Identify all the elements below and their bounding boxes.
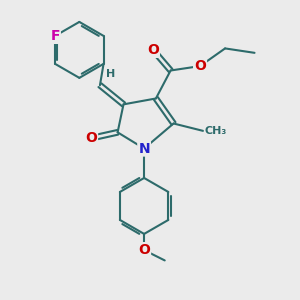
Text: CH₃: CH₃: [205, 126, 227, 136]
Text: O: O: [194, 59, 206, 73]
Text: O: O: [85, 131, 97, 145]
Text: N: N: [138, 142, 150, 155]
Text: O: O: [147, 43, 159, 57]
Text: O: O: [138, 243, 150, 257]
Text: F: F: [50, 29, 60, 43]
Text: H: H: [106, 69, 115, 79]
